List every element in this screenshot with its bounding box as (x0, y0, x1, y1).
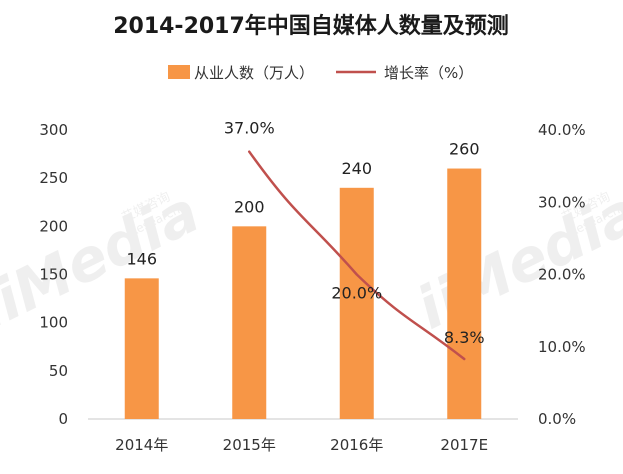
legend-line-label: 增长率（%） (384, 64, 473, 82)
growth-rate-line (248, 150, 466, 361)
left-tick-label: 250 (39, 169, 68, 187)
right-tick-label: 10.0% (538, 338, 586, 356)
x-tick-label: 2015年 (223, 436, 276, 454)
left-tick-label: 0 (58, 410, 68, 428)
bar-value-label: 200 (234, 197, 265, 216)
left-tick-label: 300 (39, 121, 68, 139)
bar (232, 226, 267, 419)
left-tick-label: 50 (49, 362, 68, 380)
left-tick-label: 200 (39, 217, 68, 235)
right-tick-label: 30.0% (538, 193, 586, 211)
x-tick-label: 2014年 (115, 436, 168, 454)
watermark: iiMedia 艾媒咨询 Research iiMedia 艾媒咨询 Resea… (0, 177, 623, 342)
line-value-label: 8.3% (444, 328, 485, 347)
bar (447, 168, 482, 419)
x-axis: 2014年 2015年 2016年 2017E (115, 436, 488, 454)
line-value-label: 37.0% (224, 119, 275, 138)
bar-data-labels: 146 200 240 260 (126, 140, 479, 269)
left-tick-label: 100 (39, 314, 68, 332)
bar-value-label: 260 (449, 140, 480, 159)
watermark-brand-left: iiMedia (0, 177, 209, 342)
bar-value-label: 146 (126, 249, 157, 268)
right-tick-label: 20.0% (538, 266, 586, 284)
bar-series (124, 168, 482, 419)
left-tick-label: 150 (39, 266, 68, 284)
left-axis: 0 50 100 150 200 250 300 (39, 121, 68, 428)
x-tick-label: 2017E (440, 436, 488, 454)
bar (124, 278, 159, 419)
line-series (248, 150, 466, 361)
line-value-label: 20.0% (331, 284, 382, 303)
x-tick-label: 2016年 (330, 436, 383, 454)
right-tick-label: 0.0% (538, 410, 576, 428)
bar-value-label: 240 (341, 159, 372, 178)
chart-title: 2014-2017年中国自媒体人数量及预测 (113, 13, 509, 39)
legend: 从业人数（万人） 增长率（%） (168, 64, 473, 82)
line-data-labels: 37.0% 20.0% 8.3% (224, 119, 485, 347)
legend-bar-swatch (168, 65, 190, 79)
legend-bar-label: 从业人数（万人） (194, 64, 314, 82)
right-tick-label: 40.0% (538, 121, 586, 139)
right-axis: 0.0% 10.0% 20.0% 30.0% 40.0% (538, 121, 586, 428)
bar (339, 187, 374, 419)
